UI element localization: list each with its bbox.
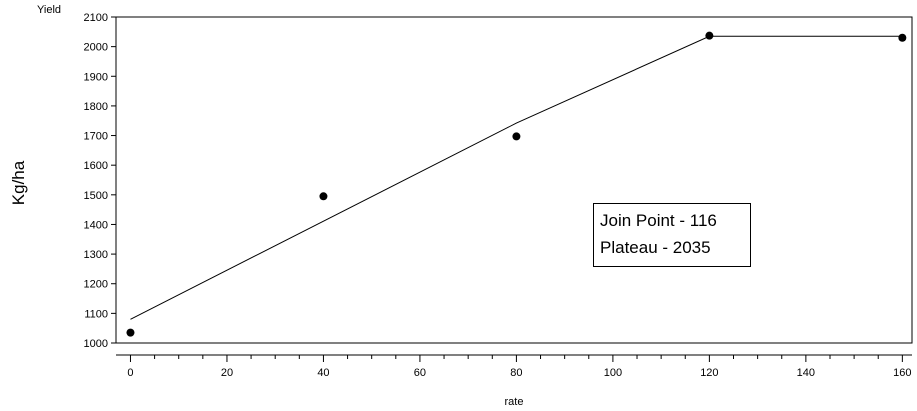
data-point [319, 192, 328, 201]
x-axis-title: rate [505, 396, 524, 408]
y-tick-label: 1400 [84, 219, 108, 231]
x-tick-label: 40 [317, 367, 329, 379]
y-tick-label: 1900 [84, 71, 108, 83]
y-tick-label: 2000 [84, 42, 108, 54]
x-tick-label: 100 [604, 367, 622, 379]
data-point [512, 132, 521, 141]
y-tick-label: 1200 [84, 279, 108, 291]
plateau-annotation: Plateau - 2035 [600, 238, 711, 257]
y-tick-label: 1100 [84, 308, 108, 320]
axis-ticks: 1000110012001300140015001600170018001900… [84, 12, 912, 379]
y-tick-label: 1800 [84, 101, 108, 113]
x-tick-label: 120 [700, 367, 718, 379]
plot-frame [115, 16, 913, 344]
x-tick-label: 80 [510, 367, 522, 379]
x-tick-label: 20 [221, 367, 233, 379]
y-tick-label: 1300 [84, 249, 108, 261]
plot-area [126, 31, 907, 337]
x-tick-label: 0 [127, 367, 133, 379]
x-tick-label: 60 [414, 367, 426, 379]
data-point [126, 328, 135, 337]
y-axis-title: Kg/ha [9, 160, 28, 205]
x-tick-label: 140 [797, 367, 815, 379]
x-tick-label: 160 [893, 367, 911, 379]
fit-line [130, 35, 903, 320]
data-point [705, 31, 714, 40]
y-tick-label: 1700 [84, 131, 108, 143]
annotation-box: Join Point - 116 Plateau - 2035 [593, 203, 751, 267]
axes [115, 16, 913, 356]
data-point [898, 33, 907, 42]
y-tick-label: 1600 [84, 160, 108, 172]
y-axis-small-label: Yield [37, 4, 61, 16]
y-tick-label: 1500 [84, 190, 108, 202]
y-tick-label: 2100 [84, 12, 108, 24]
join-point-annotation: Join Point - 116 [600, 211, 717, 230]
y-tick-label: 1000 [84, 338, 108, 350]
